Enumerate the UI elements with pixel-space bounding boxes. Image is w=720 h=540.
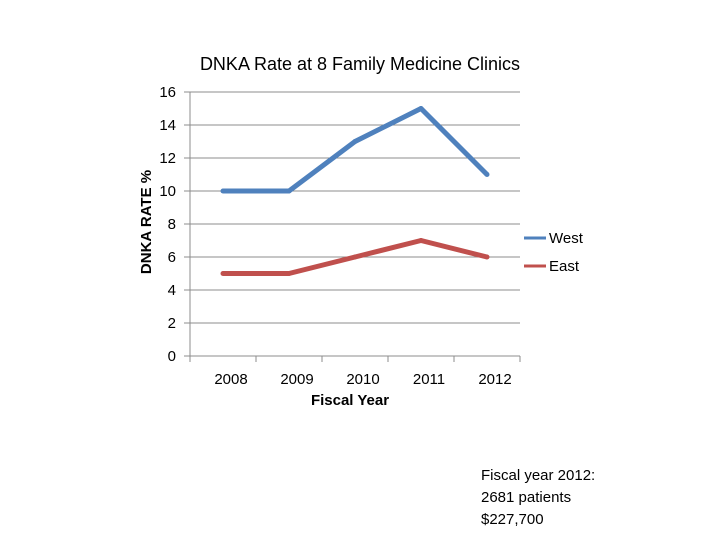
- x-axis-ticks: 2008 2009 2010 2011 2012: [189, 356, 521, 388]
- y-tick-label: 8: [168, 216, 176, 233]
- data-point-east: [418, 238, 424, 243]
- note-line: 2681 patients: [481, 489, 572, 506]
- y-tick-label: 14: [159, 117, 176, 134]
- note-line: $227,700: [481, 511, 544, 528]
- data-point-east: [220, 271, 226, 276]
- data-point-west: [286, 188, 292, 194]
- x-tick-label: 2008: [214, 371, 247, 388]
- y-tick-label: 16: [159, 84, 176, 101]
- series-line-west: [223, 106, 489, 194]
- fiscal-note: Fiscal year 2012: 2681 patients $227,700: [481, 465, 595, 531]
- grid-lines: [189, 91, 520, 357]
- x-axis-label: Fiscal Year: [311, 392, 389, 409]
- y-tick-label: 4: [168, 282, 176, 299]
- data-point-west: [418, 106, 424, 111]
- legend: West East: [524, 230, 584, 275]
- x-tick-label: 2011: [413, 371, 445, 388]
- y-tick-label: 10: [159, 183, 176, 200]
- data-point-west: [220, 188, 226, 194]
- x-tick-label: 2010: [346, 371, 379, 388]
- y-axis-label: DNKA RATE %: [138, 170, 155, 274]
- data-point-east: [484, 254, 490, 260]
- note-line: Fiscal year 2012:: [481, 467, 596, 484]
- data-point-east: [286, 271, 292, 276]
- y-tick-label: 12: [159, 150, 176, 167]
- x-tick-label: 2012: [478, 371, 511, 388]
- legend-label-east: East: [549, 258, 580, 275]
- data-point-west: [352, 139, 358, 144]
- series-lines: [220, 106, 490, 276]
- y-tick-label: 6: [168, 249, 176, 266]
- legend-label-west: West: [549, 230, 584, 247]
- data-point-west: [484, 172, 490, 177]
- chart-title: DNKA Rate at 8 Family Medicine Clinics: [200, 54, 520, 74]
- y-tick-label: 0: [168, 348, 176, 365]
- y-axis-ticks: 0 2 4 6 8 10 12 14 16: [159, 84, 190, 365]
- x-tick-label: 2009: [280, 371, 313, 388]
- data-point-east: [352, 254, 358, 260]
- y-tick-label: 2: [168, 315, 176, 332]
